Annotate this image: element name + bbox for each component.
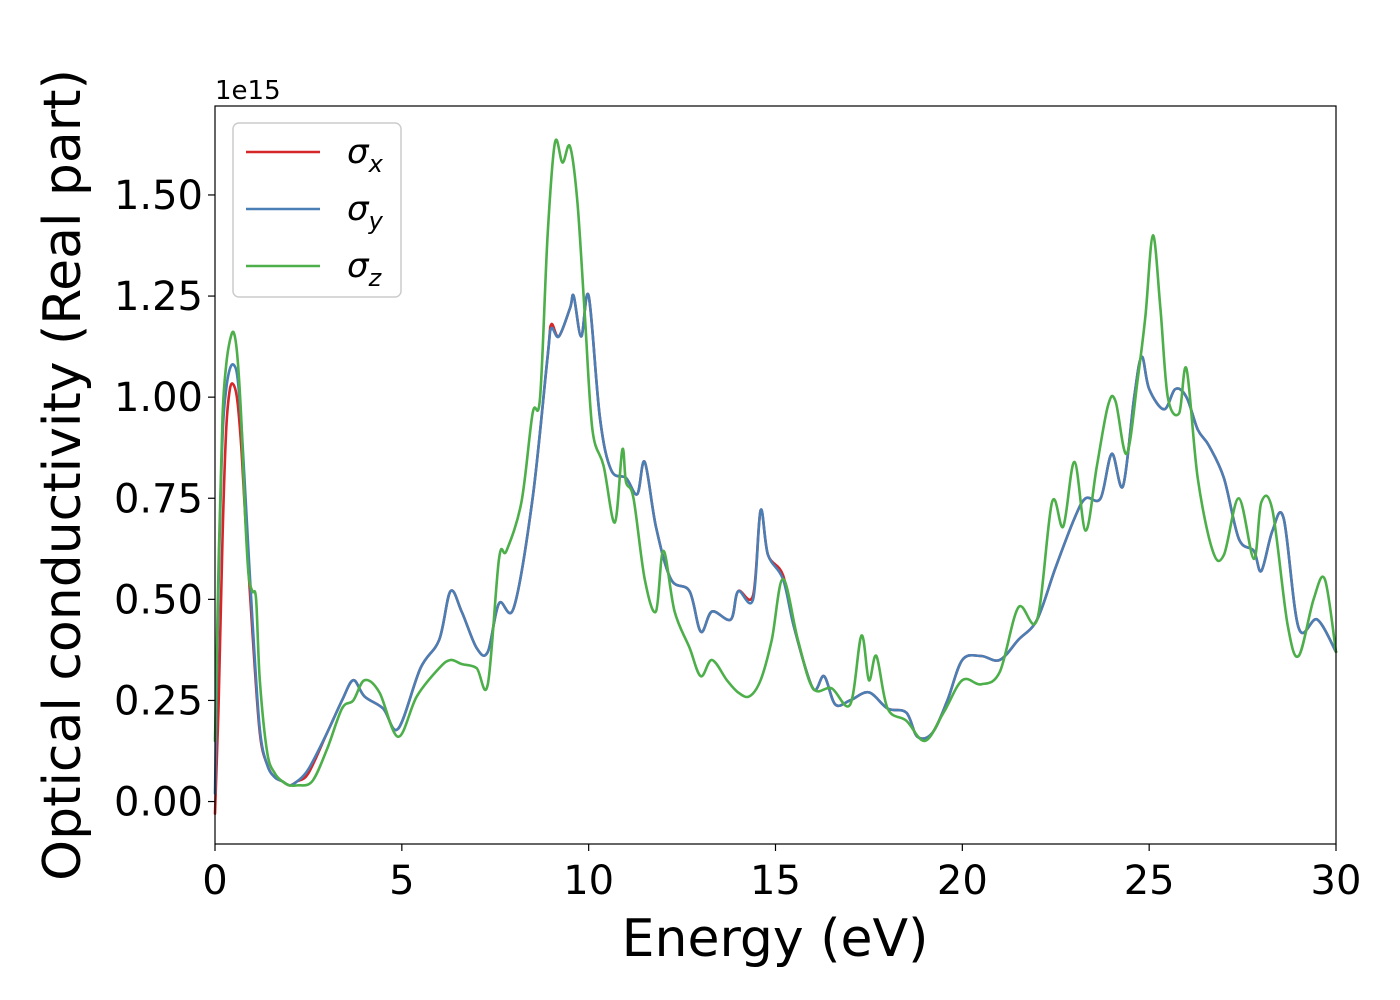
x-tick-label: 0 — [202, 858, 227, 904]
y-tick-label: 1.50 — [114, 173, 203, 219]
x-tick-label: 30 — [1311, 858, 1362, 904]
x-tick-label: 5 — [389, 858, 414, 904]
series-line-z — [213, 138, 1338, 788]
y-tick-label: 1.00 — [114, 375, 203, 421]
x-axis-title: Energy (eV) — [622, 909, 929, 969]
series-lines — [213, 138, 1338, 815]
y-axis-title: Optical conductivity (Real part) — [33, 69, 93, 881]
y-tick-label: 0.50 — [114, 577, 203, 623]
x-axis-ticks: 0 5 10 15 20 25 30 — [202, 844, 1361, 904]
x-tick-label: 25 — [1124, 858, 1175, 904]
x-tick-label: 20 — [937, 858, 988, 904]
x-tick-label: 10 — [563, 858, 614, 904]
y-axis-ticks: 0.00 0.25 0.50 0.75 1.00 1.25 1.50 — [114, 173, 215, 826]
y-tick-label: 0.25 — [114, 678, 203, 724]
y-tick-label: 0.00 — [114, 780, 203, 826]
y-axis-offset-label: 1e15 — [215, 76, 281, 106]
y-tick-label: 1.25 — [114, 274, 203, 320]
x-tick-label: 15 — [750, 858, 801, 904]
y-tick-label: 0.75 — [114, 476, 203, 522]
